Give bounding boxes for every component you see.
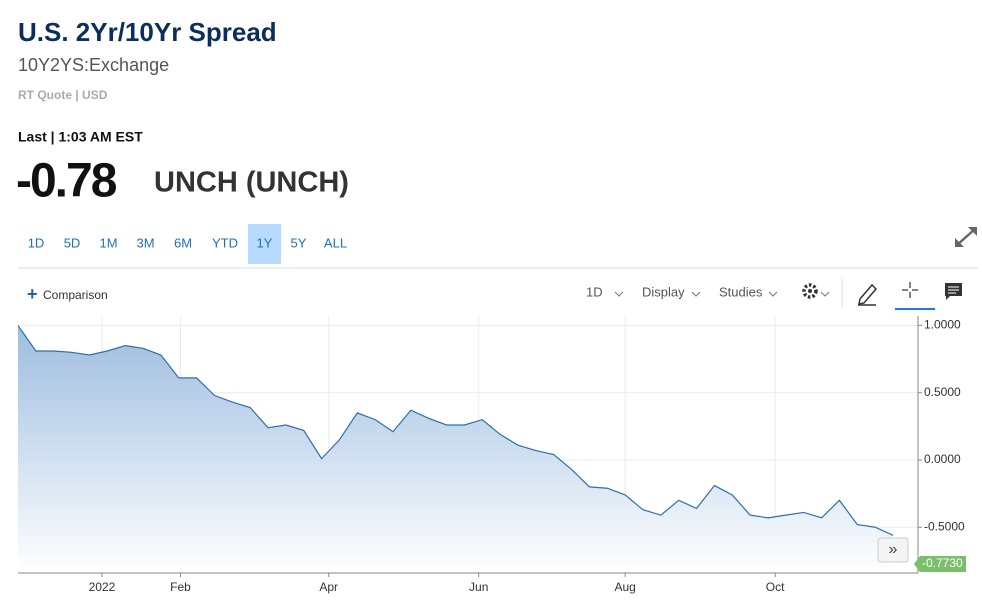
area-fill xyxy=(18,325,893,573)
display[interactable]: Display xyxy=(642,284,685,299)
range-button[interactable]: 1M xyxy=(99,235,117,250)
plus-icon[interactable]: + xyxy=(27,284,38,304)
last-value-tag xyxy=(914,555,966,572)
comment-icon[interactable] xyxy=(945,283,962,300)
x-tick-label: Jun xyxy=(469,580,488,594)
expand-icon[interactable] xyxy=(955,227,977,247)
range-active-bg xyxy=(248,224,281,264)
comparison[interactable]: Comparison xyxy=(43,288,108,302)
y-tick-label: 1.0000 xyxy=(924,318,961,332)
last-label: Last | 1:03 AM EST xyxy=(18,129,143,145)
y-tick-label: -0.5000 xyxy=(924,519,965,533)
dropdown-arrows xyxy=(614,291,830,297)
svg-text:»: » xyxy=(889,541,898,558)
y-tick-label: 0.5000 xyxy=(924,385,961,399)
range-button[interactable]: 3M xyxy=(136,235,154,250)
range-button[interactable]: 5D xyxy=(64,235,81,250)
quote-info: RT Quote | USD xyxy=(18,88,108,102)
range-button[interactable]: 6M xyxy=(174,235,192,250)
price: -0.78 xyxy=(16,155,117,208)
change: UNCH (UNCH) xyxy=(154,167,349,199)
studies[interactable]: Studies xyxy=(719,284,763,299)
crosshair-icon[interactable] xyxy=(902,282,918,298)
range-button[interactable]: 5Y xyxy=(291,235,307,250)
range-button[interactable]: 1Y xyxy=(257,235,273,250)
scroll-button[interactable]: » xyxy=(877,537,909,563)
draw-icon[interactable] xyxy=(858,283,878,306)
range-button[interactable]: YTD xyxy=(212,235,238,250)
symbol: 10Y2YS:Exchange xyxy=(18,55,169,75)
x-tick-label: Feb xyxy=(170,580,191,594)
line xyxy=(17,325,894,536)
y-tick-label: 0.0000 xyxy=(924,452,961,466)
x-tick-label: 2022 xyxy=(89,580,116,594)
range-button[interactable]: ALL xyxy=(324,235,347,250)
interval[interactable]: 1D xyxy=(586,284,603,299)
title: U.S. 2Yr/10Yr Spread xyxy=(18,17,277,47)
range-button[interactable]: 1D xyxy=(28,235,45,250)
x-tick-label: Apr xyxy=(319,580,338,594)
x-tick-label: Oct xyxy=(766,580,785,594)
settings-icon[interactable] xyxy=(802,283,818,299)
chart: 1.0000 0.5000 0.0000 -0.5000 2022 Feb Apr Jun Au… xyxy=(17,316,966,594)
last-value-label: -0.7730 xyxy=(922,556,963,570)
x-tick-label: Aug xyxy=(614,580,635,594)
